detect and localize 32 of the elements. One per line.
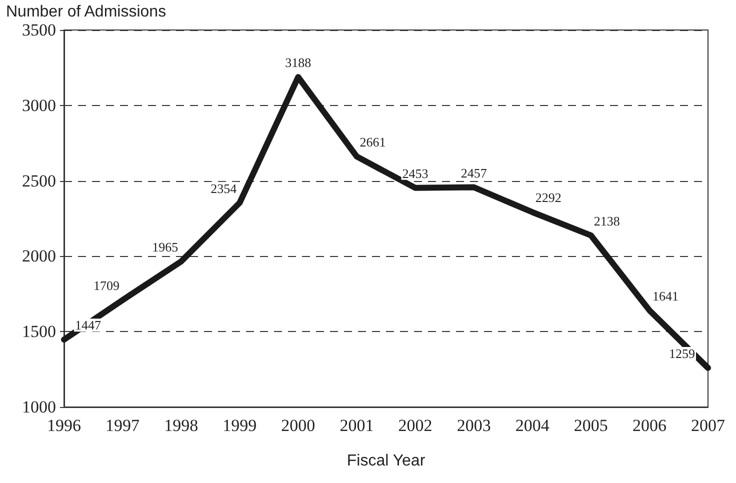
- data-label: 2453: [402, 166, 428, 181]
- data-label: 3188: [285, 55, 312, 70]
- x-tick-label: 1997: [106, 416, 140, 435]
- data-label: 2661: [360, 134, 386, 150]
- x-tick-label: 1998: [164, 416, 198, 435]
- x-tick-label: 2007: [691, 416, 726, 435]
- x-tick-label: 2005: [574, 416, 608, 435]
- data-label: 2292: [535, 190, 562, 206]
- y-tick-label: 3000: [22, 96, 56, 115]
- data-label: 1641: [652, 288, 678, 304]
- x-tick-label: 2006: [632, 416, 666, 435]
- data-label: 1965: [152, 239, 178, 254]
- data-label: 1259: [669, 346, 695, 361]
- x-axis-title: Fiscal Year: [346, 452, 426, 470]
- data-label: 2354: [210, 180, 238, 196]
- data-label: 2138: [594, 213, 620, 228]
- x-tick-label: 1996: [47, 416, 81, 435]
- y-tick-label: 1500: [22, 322, 56, 342]
- data-label: 1709: [94, 278, 120, 294]
- x-tick-label: 2000: [281, 416, 316, 435]
- y-tick-label: 3500: [22, 20, 56, 40]
- y-tick-label: 1000: [22, 398, 56, 416]
- y-axis-title: Number of Admissions: [6, 4, 166, 20]
- data-label: 2457: [460, 165, 488, 180]
- x-tick-label: 1999: [222, 416, 257, 435]
- x-tick-label: 2004: [515, 416, 550, 435]
- y-tick-label: 2000: [22, 246, 56, 266]
- x-tick-label: 2001: [340, 416, 374, 435]
- data-label: 1447: [75, 318, 102, 333]
- x-tick-label: 2003: [456, 416, 491, 435]
- y-tick-label: 2500: [22, 171, 56, 190]
- x-tick-label: 2002: [398, 416, 432, 435]
